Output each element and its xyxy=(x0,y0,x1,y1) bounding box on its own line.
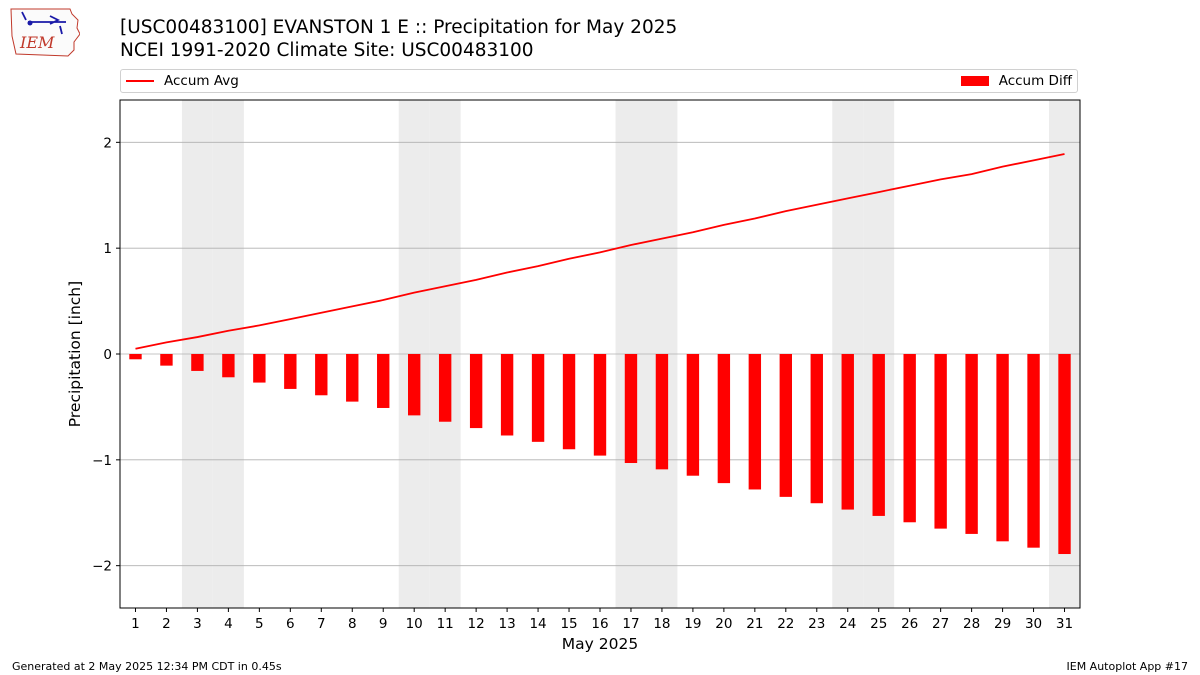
legend-item-accum-diff: Accum Diff xyxy=(960,73,1072,89)
accum-diff-bar xyxy=(191,354,204,371)
accum-diff-bar xyxy=(500,354,514,436)
accum-diff-bar xyxy=(841,354,854,510)
accum-diff-bar xyxy=(748,354,762,490)
x-axis: 1 2 3 4 5 6 7 8 9 10 11 12 13 14 15 16 17 18 19 20 21 22 23 24 2… xyxy=(131,608,1073,632)
accum-diff-bar xyxy=(346,354,359,402)
y-tick-label: −2 xyxy=(92,559,112,575)
accum-diff-bar xyxy=(284,354,297,389)
legend-label-accum-avg: Accum Avg xyxy=(164,73,239,89)
accum-diff-bar xyxy=(655,354,669,470)
legend-bar-swatch xyxy=(960,76,989,86)
x-tick-label: 18 xyxy=(653,616,670,632)
x-tick-label: 29 xyxy=(994,616,1011,632)
x-tick-label: 19 xyxy=(684,616,701,632)
accum-avg-line xyxy=(135,153,1065,350)
legend-label-accum-diff: Accum Diff xyxy=(998,73,1072,89)
accum-diff-bar xyxy=(779,354,792,497)
x-tick-label: 2 xyxy=(162,616,171,632)
x-tick-label: 7 xyxy=(317,616,326,632)
legend: Accum Avg Accum Diff xyxy=(120,69,1078,93)
accum-diff-bar xyxy=(469,354,483,429)
x-tick-label: 22 xyxy=(777,616,794,632)
x-tick-label: 13 xyxy=(499,616,516,632)
x-tick-label: 25 xyxy=(870,616,887,632)
y-tick-label: −1 xyxy=(92,453,112,469)
accum-diff-bar xyxy=(222,354,235,378)
accum-diff-bar xyxy=(562,354,576,450)
x-tick-label: 26 xyxy=(901,616,918,632)
accum-diff-bar xyxy=(903,354,916,523)
footer-app-text: IEM Autoplot App #17 xyxy=(1066,660,1189,673)
accum-diff-bar xyxy=(686,354,700,476)
x-tick-label: 5 xyxy=(255,616,264,632)
accum-diff-bar xyxy=(129,354,142,360)
x-tick-label: 10 xyxy=(406,616,423,632)
accum-diff-bar xyxy=(377,354,390,408)
accum-diff-bar xyxy=(408,354,421,416)
x-axis-label: May 2025 xyxy=(562,635,638,653)
x-tick-label: 1 xyxy=(131,616,140,632)
x-tick-label: 21 xyxy=(746,616,763,632)
accum-diff-bar xyxy=(438,354,452,422)
line-group xyxy=(135,153,1065,350)
accum-diff-bar xyxy=(531,354,545,442)
y-axis: 2 1 0 −1 −2 xyxy=(92,135,120,575)
x-tick-label: 6 xyxy=(286,616,295,632)
accum-diff-bar xyxy=(315,354,328,396)
gridlines-group xyxy=(120,141,1080,567)
accum-diff-bar xyxy=(160,354,173,366)
x-tick-label: 16 xyxy=(591,616,608,632)
y-tick-label: 0 xyxy=(103,347,112,363)
accum-diff-bar xyxy=(996,354,1009,542)
accum-diff-bar xyxy=(253,354,266,383)
accum-diff-bar xyxy=(872,354,885,516)
legend-line-swatch xyxy=(126,80,154,82)
chart-subtitle: NCEI 1991-2020 Climate Site: USC00483100 xyxy=(120,40,534,61)
x-tick-label: 24 xyxy=(839,616,856,632)
x-tick-label: 3 xyxy=(193,616,202,632)
x-tick-label: 17 xyxy=(622,616,639,632)
x-tick-label: 23 xyxy=(808,616,825,632)
accum-diff-bar xyxy=(1058,354,1071,555)
accum-diff-bar xyxy=(624,354,638,464)
x-tick-label: 30 xyxy=(1025,616,1042,632)
y-tick-label: 2 xyxy=(103,135,112,151)
x-tick-label: 14 xyxy=(529,616,546,632)
x-tick-label: 15 xyxy=(560,616,577,632)
accum-diff-bar xyxy=(965,354,978,534)
x-tick-label: 11 xyxy=(437,616,454,632)
x-tick-label: 27 xyxy=(932,616,949,632)
y-tick-label: 1 xyxy=(103,241,112,257)
station-dot-icon xyxy=(27,20,33,26)
accum-diff-bar xyxy=(1027,354,1040,548)
legend-item-accum-avg: Accum Avg xyxy=(126,73,239,89)
x-tick-label: 31 xyxy=(1056,616,1073,632)
x-tick-label: 28 xyxy=(963,616,980,632)
accum-diff-bar xyxy=(593,354,607,456)
logo-text: IEM xyxy=(19,33,55,52)
x-tick-label: 12 xyxy=(468,616,485,632)
wind-vane-icon xyxy=(21,11,66,35)
y-axis-label: Precipitation [inch] xyxy=(66,281,84,427)
x-tick-label: 20 xyxy=(715,616,732,632)
x-tick-label: 4 xyxy=(224,616,233,632)
accum-diff-bar xyxy=(717,354,731,484)
accum-diff-bar xyxy=(810,354,823,504)
accum-diff-bar xyxy=(934,354,947,529)
x-tick-label: 9 xyxy=(379,616,388,632)
bars-group xyxy=(129,354,1071,555)
footer-generated-text: Generated at 2 May 2025 12:34 PM CDT in … xyxy=(12,660,282,673)
x-tick-label: 8 xyxy=(348,616,357,632)
iem-logo: IEM xyxy=(10,8,80,57)
chart-title: [USC00483100] EVANSTON 1 E :: Precipitat… xyxy=(120,17,678,38)
iowa-outline xyxy=(10,8,80,57)
